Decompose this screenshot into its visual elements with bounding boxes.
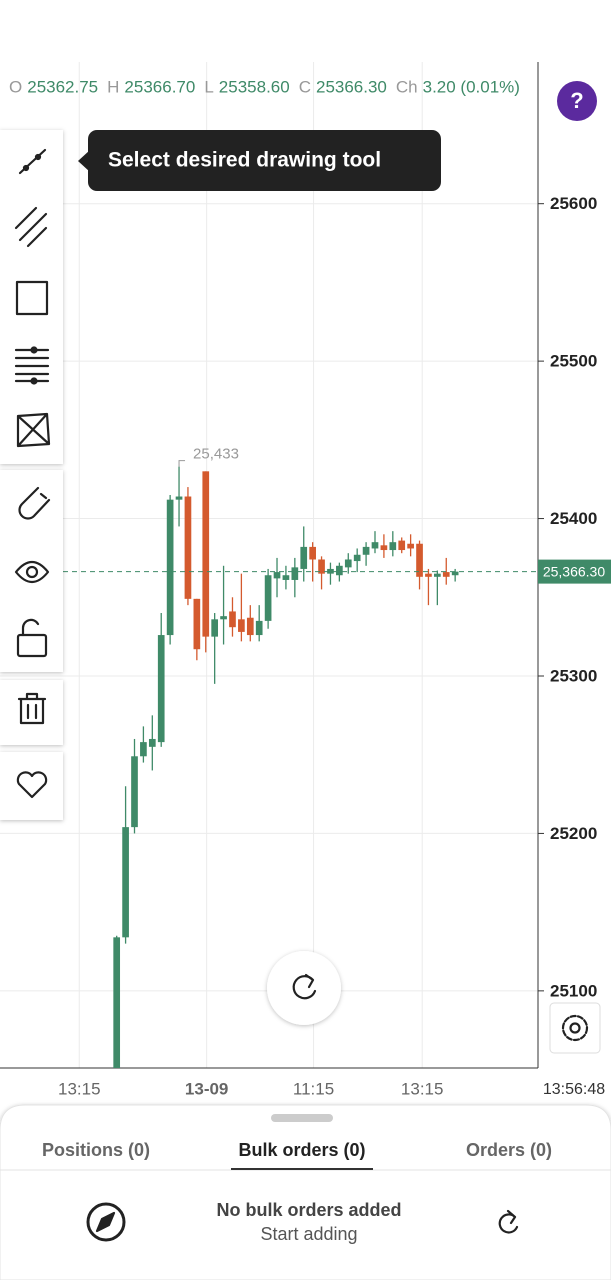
ohlc-value: 3.20 (0.01%) <box>423 77 520 96</box>
ohlc-value: 25366.70 <box>124 77 195 96</box>
candle-body <box>371 542 379 549</box>
candle-body <box>184 496 192 599</box>
candle-body <box>451 571 459 576</box>
x-tick-label: 13:15 <box>401 1079 444 1098</box>
candle-body <box>157 635 165 743</box>
candle-body <box>220 616 227 620</box>
refresh-icon[interactable] <box>498 1209 519 1234</box>
candle-body <box>318 559 325 574</box>
bottom-sheet <box>0 1104 611 1280</box>
ohlc-key: H <box>107 77 119 96</box>
candle-body <box>425 573 432 577</box>
tab[interactable]: Orders (0) <box>466 1140 552 1160</box>
candles <box>0 460 538 1068</box>
candle-body <box>193 598 201 650</box>
candle-body <box>273 572 281 579</box>
candle-body <box>291 567 299 580</box>
candle-body <box>300 546 308 569</box>
y-tick-label: 25200 <box>550 824 597 843</box>
toolbar-icons[interactable] <box>14 148 51 799</box>
last-price-box <box>538 559 611 584</box>
ohlc-key: C <box>299 77 311 96</box>
empty-action[interactable]: Start adding <box>260 1224 357 1244</box>
candle-body <box>255 620 263 636</box>
last-price-label: 25,366.30 <box>543 563 605 579</box>
candle-body <box>122 827 129 938</box>
candle-body <box>434 573 441 577</box>
x-tick-label: 13:15 <box>58 1079 101 1098</box>
candle-body <box>327 568 334 574</box>
candle-body <box>264 575 272 621</box>
tab-active[interactable]: Bulk orders (0) <box>238 1140 365 1160</box>
reload-icon[interactable] <box>292 973 317 1000</box>
high-marker-label: 25,433 <box>193 446 239 463</box>
ohlc-value: 25358.60 <box>219 77 290 96</box>
candle-body <box>407 543 414 549</box>
candle-body <box>344 559 352 568</box>
ohlc-key: Ch <box>396 77 418 96</box>
explore-icon[interactable] <box>86 1202 126 1242</box>
candle-body <box>202 471 210 637</box>
grid: 25100 25200 25300 25400 25500 25600 <box>0 62 597 1068</box>
candle-body <box>131 756 138 828</box>
ohlc-value: 25362.75 <box>27 77 98 96</box>
candle-body <box>211 619 219 637</box>
toolbar <box>0 130 63 820</box>
candle-body <box>389 542 397 551</box>
candle-body <box>380 545 388 551</box>
y-tick-label: 25500 <box>550 352 597 371</box>
candle-body <box>229 611 236 628</box>
empty-title: No bulk orders added <box>216 1200 401 1220</box>
tab[interactable]: Positions (0) <box>42 1140 150 1160</box>
y-tick-label: 25600 <box>550 194 597 213</box>
x-tick-label: 13-09 <box>185 1079 228 1098</box>
candle-body <box>140 742 147 757</box>
ohlc-value: 25366.30 <box>316 77 387 96</box>
candle-body <box>148 738 156 747</box>
candle-body <box>353 554 361 562</box>
x-tick-label: 11:15 <box>293 1079 334 1098</box>
help-button[interactable] <box>557 81 597 121</box>
sheet-handle[interactable] <box>271 1114 333 1122</box>
candle-body <box>309 546 316 560</box>
y-tick-label: 25100 <box>550 981 597 1000</box>
help-icon[interactable]: ? <box>570 88 583 113</box>
candle-body <box>398 540 406 551</box>
candle-body <box>175 496 183 500</box>
tooltip: Select desired drawing tool <box>78 130 441 191</box>
candle-body <box>238 619 245 632</box>
y-tick-label: 25400 <box>550 509 597 528</box>
candle-body <box>362 546 370 555</box>
candle-body <box>282 575 290 580</box>
y-tick-label: 25300 <box>550 666 597 685</box>
candle-body <box>113 937 121 1068</box>
candle-body <box>442 572 450 577</box>
reload-chart[interactable] <box>267 951 341 1025</box>
ohlc-key: O <box>9 77 22 96</box>
high-marker <box>178 460 186 467</box>
tooltip-text: Select desired drawing tool <box>108 149 381 172</box>
settings-icon[interactable] <box>561 1014 589 1042</box>
candle-body <box>336 565 343 576</box>
x-axis: 13:15 13-09 11:15 13:15 13:56:48 <box>58 1079 605 1098</box>
candle-body <box>166 499 174 636</box>
ohlc-header: O 25362.75 H 25366.70 L 25358.60 C 25366.30 Ch 3.… <box>9 77 520 96</box>
time-label: 13:56:48 <box>543 1081 605 1098</box>
candle-body <box>416 543 423 577</box>
ohlc-key: L <box>204 77 213 96</box>
candle-body <box>246 617 254 636</box>
top-bar <box>0 0 611 62</box>
settings-button[interactable] <box>549 1002 601 1054</box>
